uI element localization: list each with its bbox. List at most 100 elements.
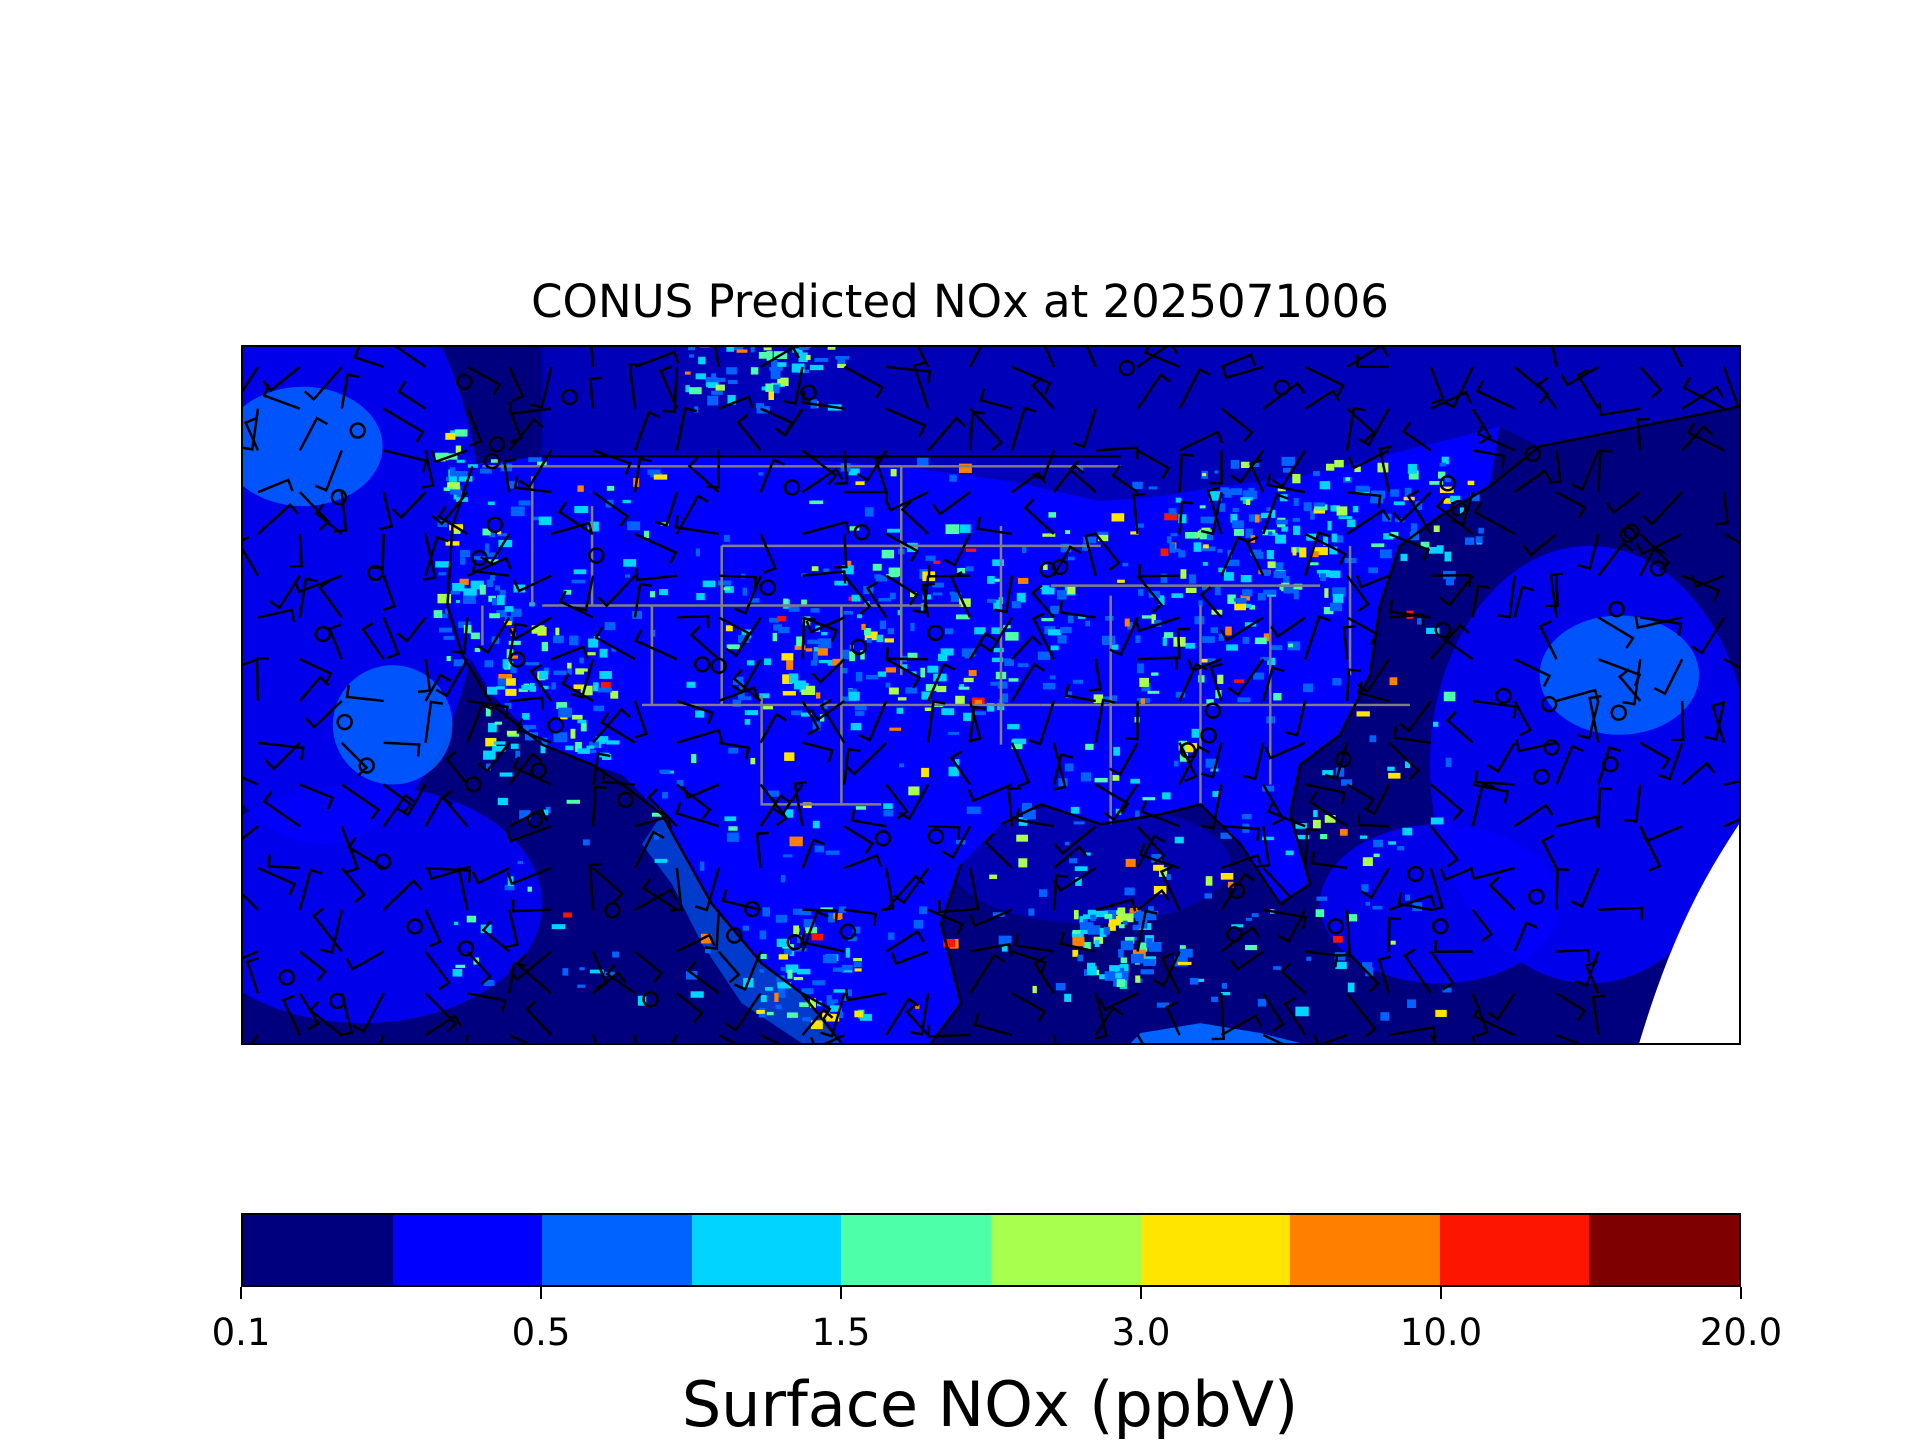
nox-hotspot xyxy=(1211,997,1218,1002)
nox-hotspot xyxy=(1090,915,1096,921)
nox-hotspot xyxy=(452,583,464,591)
nox-hotspot xyxy=(842,965,852,970)
calm-wind-circle xyxy=(1227,927,1241,941)
nox-hotspot xyxy=(1022,546,1026,553)
nox-hotspot xyxy=(605,622,616,630)
nox-hotspot xyxy=(1219,503,1225,512)
nox-hotspot xyxy=(737,349,748,352)
nox-hotspot xyxy=(823,955,837,963)
nox-hotspot xyxy=(521,685,530,690)
nox-hotspot xyxy=(1161,548,1169,556)
nox-hotspot xyxy=(435,561,449,567)
nox-hotspot xyxy=(1051,645,1059,650)
nox-hotspot xyxy=(1117,979,1125,987)
nox-hotspot xyxy=(577,720,586,723)
nox-hotspot xyxy=(726,367,737,374)
nox-hotspot xyxy=(1217,549,1222,553)
nox-hotspot xyxy=(856,672,862,682)
nox-hotspot xyxy=(1139,678,1149,687)
nox-hotspot xyxy=(1253,673,1264,680)
nox-hotspot xyxy=(1465,537,1474,544)
nox-hotspot xyxy=(488,502,495,505)
nox-hotspot xyxy=(480,469,492,474)
nox-hotspot xyxy=(1217,675,1223,684)
nox-hotspot xyxy=(1222,983,1227,989)
nox-hotspot xyxy=(946,524,960,534)
nox-hotspot xyxy=(767,1012,774,1015)
nox-hotspot xyxy=(600,649,608,658)
nox-hotspot xyxy=(1186,588,1197,593)
nox-hotspot xyxy=(1175,837,1184,844)
nox-hotspot xyxy=(1320,481,1331,489)
nox-hotspot xyxy=(489,613,500,618)
nox-hotspot xyxy=(781,967,786,971)
nox-hotspot xyxy=(927,666,938,673)
nox-hotspot xyxy=(1242,814,1252,819)
nox-hotspot xyxy=(1109,965,1120,972)
nox-hotspot xyxy=(1388,841,1396,844)
nox-hotspot xyxy=(966,549,976,552)
nox-hotspot xyxy=(745,710,758,715)
nox-hotspot xyxy=(1478,528,1483,534)
nox-hotspot xyxy=(921,768,929,777)
nox-hotspot xyxy=(908,653,918,659)
nox-hotspot xyxy=(553,732,567,742)
nox-hotspot xyxy=(455,429,468,436)
nox-hotspot xyxy=(1121,957,1127,963)
nox-hotspot xyxy=(812,566,819,571)
nox-hotspot xyxy=(1286,589,1294,592)
nox-hotspot xyxy=(1313,471,1320,476)
nox-hotspot xyxy=(662,792,668,799)
nox-hotspot xyxy=(765,987,773,991)
nox-hotspot xyxy=(844,611,853,615)
nox-hotspot xyxy=(760,930,767,939)
nox-hotspot xyxy=(1018,858,1027,867)
wind-barb xyxy=(1598,451,1612,492)
nox-hotspot xyxy=(925,556,935,561)
nox-hotspot xyxy=(654,474,667,479)
nox-hotspot xyxy=(756,1010,764,1014)
nox-hotspot xyxy=(1231,488,1242,495)
nox-hotspot xyxy=(833,913,842,919)
nox-hotspot xyxy=(518,861,523,864)
nox-hotspot xyxy=(873,564,882,571)
nox-hotspot xyxy=(1012,601,1021,608)
nox-hotspot xyxy=(1267,550,1274,559)
nox-hotspot xyxy=(751,347,755,352)
nox-hotspot xyxy=(728,826,737,830)
wind-barb xyxy=(975,1013,1012,1035)
nox-hotspot xyxy=(574,506,588,513)
nox-hotspot xyxy=(505,606,513,612)
nox-hotspot xyxy=(880,621,886,630)
nox-hotspot xyxy=(761,954,767,959)
nox-hotspot xyxy=(1071,807,1080,814)
nox-hotspot xyxy=(598,688,612,693)
nox-hotspot xyxy=(1313,810,1317,817)
nox-hotspot xyxy=(1348,983,1355,993)
nox-hotspot xyxy=(727,644,740,649)
nox-hotspot xyxy=(1202,473,1206,476)
nox-hotspot xyxy=(1064,994,1071,1002)
nox-hotspot xyxy=(773,633,777,641)
nox-hotspot xyxy=(511,506,525,516)
nox-hotspot xyxy=(1149,486,1158,489)
nox-hotspot xyxy=(1340,829,1348,836)
wind-barb xyxy=(1012,993,1045,1021)
nox-hotspot xyxy=(1316,897,1327,901)
nox-hotspot xyxy=(1233,508,1239,512)
nox-hotspot xyxy=(960,524,971,533)
nox-hotspot xyxy=(1179,949,1192,958)
nox-hotspot xyxy=(1074,821,1085,824)
nox-hotspot xyxy=(846,948,850,958)
nox-hotspot xyxy=(1143,959,1155,966)
nox-hotspot xyxy=(647,469,660,474)
nox-hotspot xyxy=(948,732,959,735)
wind-barb xyxy=(1556,1035,1586,1043)
nox-hotspot xyxy=(819,660,833,663)
colorbar-tick xyxy=(1740,1287,1742,1299)
nox-hotspot xyxy=(1232,520,1244,528)
nox-hotspot xyxy=(456,600,460,603)
nox-hotspot xyxy=(998,681,1008,688)
colorbar-tick-label: 10.0 xyxy=(1361,1308,1521,1358)
colorbar-segment xyxy=(841,1215,991,1285)
